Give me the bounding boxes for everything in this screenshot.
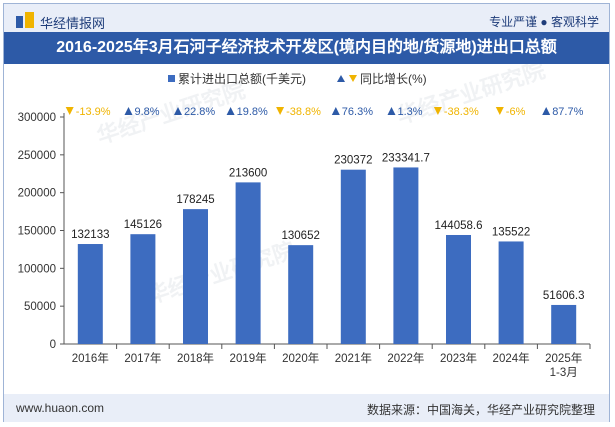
- growth-rate-label: 87.7%: [552, 106, 583, 118]
- growth-rate-label: -6%: [506, 106, 526, 118]
- x-tick-label: 2021年: [335, 351, 372, 365]
- data-bar[interactable]: [183, 209, 208, 344]
- bar-value-label: 132133: [71, 229, 109, 241]
- bar-value-label: 178245: [176, 194, 214, 206]
- growth-up-triangle-icon: [331, 107, 340, 115]
- legend-label-growth: 同比增长(%): [360, 72, 427, 86]
- growth-rate-label: -13.9%: [76, 106, 111, 118]
- x-tick-label: 2020年: [282, 351, 319, 365]
- x-tick-label: 2024年: [493, 351, 530, 365]
- x-tick-label: 2017年: [124, 351, 161, 365]
- x-tick-label: 2019年: [230, 351, 267, 365]
- data-bar[interactable]: [130, 234, 156, 344]
- data-bar[interactable]: [393, 167, 419, 344]
- growth-down-triangle-icon: [495, 107, 504, 115]
- data-bar[interactable]: [446, 234, 471, 344]
- growth-up-triangle-icon: [124, 107, 133, 115]
- growth-rate-label: -38.8%: [286, 106, 321, 118]
- data-bar[interactable]: [235, 182, 261, 344]
- bar-value-label: 144058.6: [435, 220, 483, 232]
- y-tick-label: 250000: [18, 150, 56, 162]
- y-tick-label: 50000: [24, 301, 56, 313]
- bar-value-label: 51606.3: [543, 290, 585, 302]
- data-source: 数据来源：中国海关，华经产业研究院整理: [366, 403, 595, 417]
- growth-rate-label: 76.3%: [342, 106, 373, 118]
- data-bar[interactable]: [340, 169, 366, 344]
- bar-value-label: 233341.7: [382, 152, 430, 164]
- growth-rate-label: 9.8%: [135, 106, 160, 118]
- x-tick-label: 2023年: [440, 351, 477, 365]
- tagline: 专业严谨 ● 客观科学: [489, 15, 599, 29]
- y-tick-label: 0: [50, 339, 56, 351]
- bar-value-label: 135522: [492, 226, 530, 238]
- growth-down-triangle-icon: [276, 107, 285, 115]
- watermark-text: 华经产业研究院: [144, 237, 298, 308]
- growth-down-triangle-icon: [433, 107, 442, 115]
- footer-bar: www.huaon.com 数据来源：中国海关，华经产业研究院整理: [4, 394, 609, 422]
- bar-value-label: 145126: [124, 219, 162, 231]
- growth-rate-label: 19.8%: [237, 106, 268, 118]
- legend-label-total: 累计进出口总额(千美元): [178, 72, 306, 86]
- growth-rate-label: 22.8%: [184, 106, 215, 118]
- title-bar: 2016-2025年3月石河子经济技术开发区(境内目的地/货源地)进出口总额: [4, 32, 609, 64]
- watermark-text: 华经产业研究院: [94, 77, 248, 148]
- data-bar[interactable]: [498, 241, 524, 344]
- site-name: 华经情报网: [40, 16, 106, 31]
- data-bar[interactable]: [288, 245, 314, 344]
- x-tick-label: 2016年: [72, 351, 109, 365]
- growth-rate-label: 1.3%: [398, 106, 423, 118]
- footer-url[interactable]: www.huaon.com: [16, 401, 105, 415]
- chart-title: 2016-2025年3月石河子经济技术开发区(境内目的地/货源地)进出口总额: [56, 39, 557, 56]
- legend-up-triangle-icon: [337, 75, 345, 82]
- growth-rate-label: -38.3%: [444, 106, 479, 118]
- data-bar[interactable]: [551, 304, 577, 344]
- legend-bar-swatch: [168, 75, 175, 82]
- bar-value-label: 213600: [229, 167, 267, 179]
- huajing-logo-icon: [16, 12, 34, 28]
- x-tick-label: 2018年: [177, 351, 214, 365]
- growth-up-triangle-icon: [226, 107, 235, 115]
- y-tick-label: 300000: [18, 112, 56, 124]
- growth-up-triangle-icon: [174, 107, 182, 115]
- y-tick-label: 200000: [18, 188, 56, 200]
- top-bar: 华经情报网 专业严谨 ● 客观科学: [4, 4, 609, 32]
- x-tick-label: 2025年 1-3月: [545, 351, 582, 379]
- x-tick-label: 2022年: [387, 351, 424, 365]
- growth-up-triangle-icon: [387, 107, 396, 115]
- legend-down-triangle-icon: [349, 75, 357, 82]
- growth-up-triangle-icon: [542, 107, 551, 115]
- bar-value-label: 230372: [334, 155, 372, 167]
- growth-down-triangle-icon: [65, 107, 74, 115]
- data-bar[interactable]: [77, 244, 103, 344]
- y-tick-label: 100000: [18, 263, 56, 275]
- y-tick-label: 150000: [18, 226, 56, 238]
- bar-value-label: 130652: [282, 230, 320, 242]
